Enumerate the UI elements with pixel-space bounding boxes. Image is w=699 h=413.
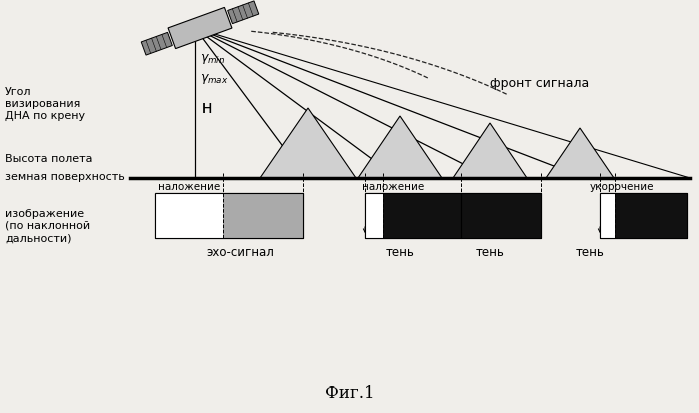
Text: Угол
визирования
ДНА по крену: Угол визирования ДНА по крену	[5, 86, 85, 121]
Bar	[155, 194, 223, 238]
Bar	[383, 194, 461, 238]
Text: наложение: наложение	[158, 182, 220, 192]
Text: тень: тень	[575, 245, 605, 259]
Polygon shape	[358, 117, 442, 178]
Polygon shape	[260, 109, 356, 178]
Text: Н: Н	[202, 102, 212, 116]
Bar	[615, 194, 687, 238]
Bar	[461, 194, 541, 238]
Bar	[228, 2, 259, 25]
Text: эхо-сигнал: эхо-сигнал	[206, 245, 274, 259]
Text: фронт сигнала: фронт сигнала	[490, 77, 589, 90]
Bar	[168, 8, 232, 50]
Text: земная поверхность: земная поверхность	[5, 171, 124, 182]
Bar	[365, 194, 383, 238]
Text: тень: тень	[386, 245, 415, 259]
Text: $\gamma_{max}$: $\gamma_{max}$	[200, 72, 229, 86]
Bar	[600, 194, 615, 238]
Text: Н: Н	[202, 102, 212, 116]
Bar	[141, 33, 173, 56]
Bar	[600, 194, 687, 238]
Bar	[223, 194, 303, 238]
Text: Фиг.1: Фиг.1	[325, 384, 375, 401]
Polygon shape	[546, 129, 614, 178]
Text: изображение
(по наклонной
дальности): изображение (по наклонной дальности)	[5, 208, 90, 243]
Text: $\gamma_{min}$: $\gamma_{min}$	[200, 52, 225, 66]
Bar	[365, 194, 461, 238]
Text: Высота полета: Высота полета	[5, 154, 92, 164]
Text: тень: тень	[475, 245, 505, 259]
Bar	[600, 194, 687, 238]
Bar	[155, 194, 303, 238]
Text: укорочение: укорочение	[590, 182, 654, 192]
Bar	[365, 194, 461, 238]
Bar	[155, 194, 303, 238]
Polygon shape	[453, 124, 527, 178]
Text: наложение: наложение	[362, 182, 424, 192]
Bar	[461, 194, 541, 238]
Bar	[461, 194, 541, 238]
